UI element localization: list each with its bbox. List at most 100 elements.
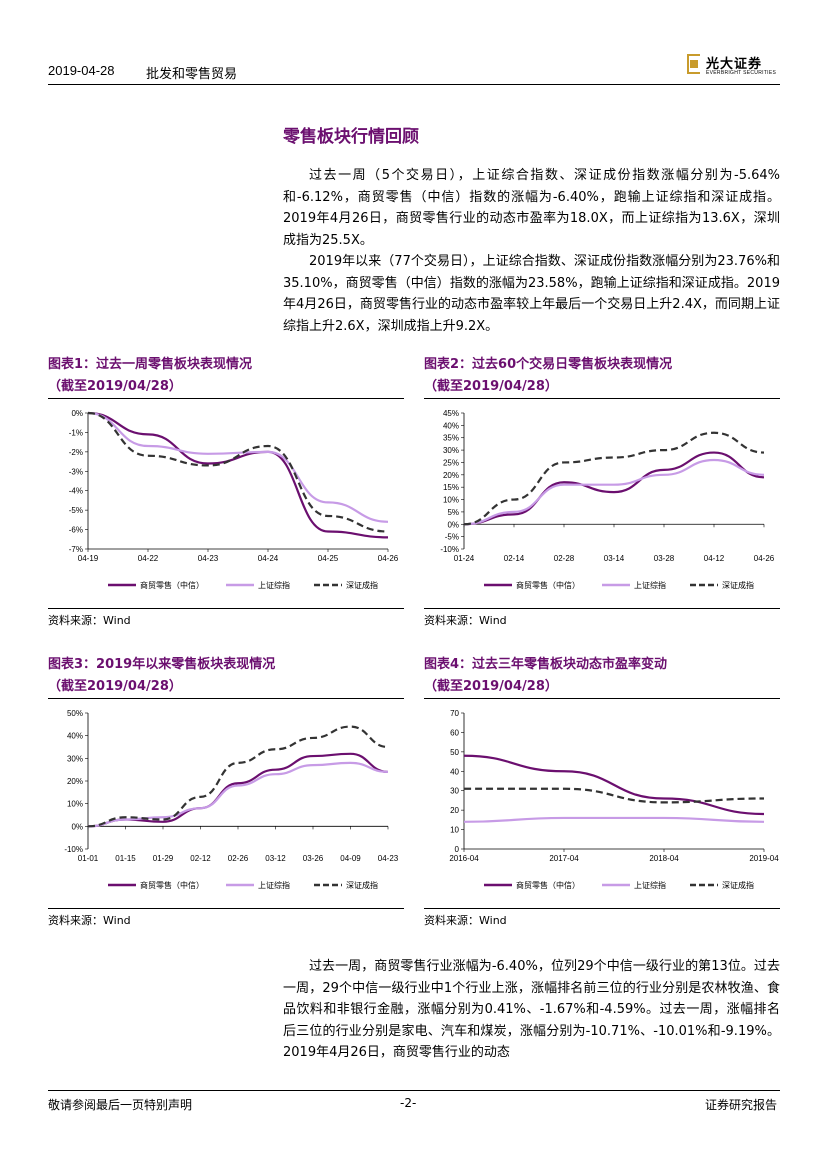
everbright-logo: 光大证券 EVERBRIGHT SECURITIES <box>687 52 783 82</box>
figure-2: 图表2：过去60个交易日零售板块表现情况 （截至2019/04/28） 45% 4… <box>424 354 780 628</box>
y-tick-label: -10% <box>440 545 459 554</box>
figure-3-title: 图表3：2019年以来零售板块表现情况 <box>48 657 276 672</box>
x-tick-label: 01-15 <box>115 854 136 863</box>
x-tick-label: 2019-04 <box>749 854 779 863</box>
legend-label-0: 商贸零售（中信） <box>516 580 580 590</box>
y-tick-label: 0% <box>71 822 83 831</box>
x-tick-label: 04-12 <box>704 554 725 563</box>
x-tick-label: 03-28 <box>654 554 675 563</box>
y-tick-label: 20% <box>67 777 83 786</box>
intro-text: 过去一周（5个交易日），上证综合指数、深证成份指数涨幅分别为-5.64%和-6.… <box>283 165 780 337</box>
y-tick-label: 5% <box>447 508 459 517</box>
x-tick-label: 03-26 <box>303 854 324 863</box>
x-tick-label: 02-14 <box>504 554 525 563</box>
legend-label-2: 深证成指 <box>722 880 754 890</box>
legend-label-1: 上证综指 <box>634 580 666 590</box>
legend-label-0: 商贸零售（中信） <box>140 580 204 590</box>
series-line-0 <box>463 754 765 816</box>
logo-mark-icon <box>687 54 700 74</box>
y-tick-label: -10% <box>64 845 83 854</box>
legend-label-0: 商贸零售（中信） <box>140 880 204 890</box>
series-line-2 <box>464 787 765 804</box>
y-tick-label: -5% <box>445 533 459 542</box>
x-tick-label: 04-26 <box>378 554 399 563</box>
x-tick-label: 02-12 <box>190 854 211 863</box>
figure-1-source: 资料来源：Wind <box>48 614 131 627</box>
series-line-1 <box>463 458 765 526</box>
x-tick-label: 04-22 <box>138 554 159 563</box>
x-tick-label: 04-19 <box>78 554 99 563</box>
y-tick-label: 10% <box>443 496 459 505</box>
chart-1-svg: 0% -1% -2% -3% -4% -5% -6% -7%04-19 04-22 04-23 04… <box>69 409 399 590</box>
y-tick-label: 60 <box>450 728 459 737</box>
y-tick-label: 0% <box>447 520 459 529</box>
page-number: -2- <box>400 1096 417 1110</box>
figure-4-title: 图表4：过去三年零售板块动态市盈率变动 <box>424 657 668 672</box>
series-line-1 <box>87 411 389 523</box>
chart-1: 0% -1% -2% -3% -4% -5% -6% -7% 04-19 04-22 04-23 04… <box>48 399 404 608</box>
series-line-0 <box>463 451 765 526</box>
y-tick-label: 40% <box>67 732 83 741</box>
footer-report-type: 证券研究报告 <box>705 1098 778 1112</box>
legend-label-2: 深证成指 <box>346 580 378 590</box>
logo-cn-text: 光大证券 <box>706 57 763 72</box>
x-tick-label: 2016-04 <box>449 854 479 863</box>
y-tick-label: 30 <box>450 787 459 796</box>
y-tick-label: -1% <box>69 428 83 437</box>
footer-disclaimer: 敬请参阅最后一页特别声明 <box>48 1098 193 1112</box>
legend-label-2: 深证成指 <box>722 580 754 590</box>
chart-3: 50% 40% 30% 20% 10% 0% -10% 01-01 01-15 01-29 02-1… <box>48 699 404 908</box>
y-tick-label: 30% <box>67 754 83 763</box>
y-tick-label: 50% <box>67 709 83 718</box>
legend-label-0: 商贸零售（中信） <box>516 880 580 890</box>
y-tick-label: 20% <box>443 471 459 480</box>
y-tick-label: 10% <box>67 800 83 809</box>
y-tick-label: 40 <box>450 767 459 776</box>
series-line-0 <box>87 752 389 828</box>
figure-4-source: 资料来源：Wind <box>424 914 507 927</box>
x-tick-label: 2018-04 <box>649 854 679 863</box>
figure-3: 图表3：2019年以来零售板块表现情况 （截至2019/04/28） 50% 40… <box>48 654 404 928</box>
figure-2-subtitle: （截至2019/04/28） <box>424 379 558 394</box>
x-tick-label: 2017-04 <box>549 854 579 863</box>
figure-1-subtitle: （截至2019/04/28） <box>48 379 182 394</box>
logo-en-text: EVERBRIGHT SECURITIES <box>706 70 777 76</box>
series-line-2 <box>463 431 765 526</box>
figure-4: 图表4：过去三年零售板块动态市盈率变动 （截至2019/04/28） 70 60 5… <box>424 654 780 928</box>
chart-2: 45% 40% 35% 30% 25% 20% 15% 10% 5% 0% -5% -10% 01-24… <box>424 399 780 608</box>
x-tick-label: 01-29 <box>153 854 174 863</box>
chart-3-svg: 50% 40% 30% 20% 10% 0% -10%01-01 01-15 01-29 02-1… <box>64 709 399 890</box>
y-tick-label: 35% <box>443 434 459 443</box>
series-line-2 <box>87 411 389 533</box>
paragraph-1: 过去一周（5个交易日），上证综合指数、深证成份指数涨幅分别为-5.64%和-6.… <box>283 168 780 248</box>
legend-label-1: 上证综指 <box>258 880 290 890</box>
legend-label-1: 上证综指 <box>634 880 666 890</box>
y-tick-label: 30% <box>443 446 459 455</box>
x-tick-label: 03-12 <box>265 854 286 863</box>
x-tick-label: 04-23 <box>378 854 399 863</box>
x-tick-label: 04-26 <box>754 554 775 563</box>
x-tick-label: 01-24 <box>454 554 475 563</box>
chart-4: 70 60 50 40 30 20 10 0 2016-04 2017-04 2018-04 2019… <box>424 699 780 908</box>
x-tick-label: 01-01 <box>78 854 99 863</box>
industry-name: 批发和零售贸易 <box>146 67 238 82</box>
y-tick-label: -4% <box>69 487 83 496</box>
x-tick-label: 02-28 <box>554 554 575 563</box>
figure-3-source: 资料来源：Wind <box>48 914 131 927</box>
legend-label-2: 深证成指 <box>346 880 378 890</box>
y-tick-label: 15% <box>443 483 459 492</box>
y-tick-label: 40% <box>443 421 459 430</box>
figure-1-title: 图表1：过去一周零售板块表现情况 <box>48 357 253 372</box>
y-tick-label: 45% <box>443 409 459 418</box>
y-tick-label: -3% <box>69 467 83 476</box>
legend-label-1: 上证综指 <box>258 580 290 590</box>
x-tick-label: 04-23 <box>198 554 219 563</box>
y-tick-label: -2% <box>69 448 83 457</box>
x-tick-label: 04-09 <box>340 854 361 863</box>
y-tick-label: 0% <box>71 409 83 418</box>
header-rule <box>48 84 780 85</box>
x-tick-label: 03-14 <box>604 554 625 563</box>
y-tick-label: 50 <box>450 748 459 757</box>
figure-4-subtitle: （截至2019/04/28） <box>424 679 558 694</box>
